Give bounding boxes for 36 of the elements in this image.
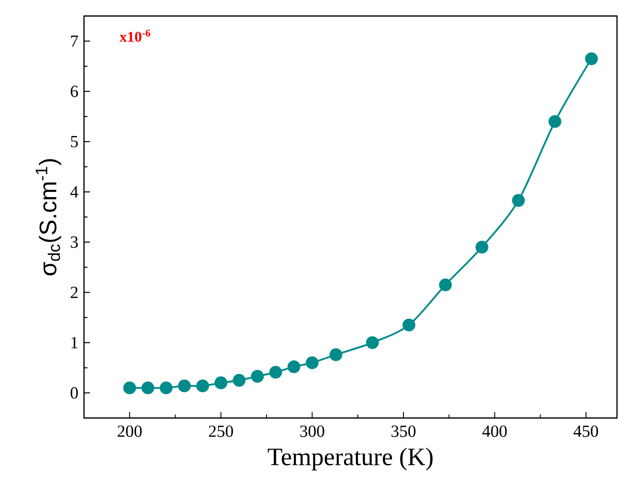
y-axis-title: σ$_{dc}$(S.cm$^{-1}$) — [36, 159, 62, 276]
x-tick-label: 400 — [482, 426, 507, 437]
y-tick-label: 0 — [70, 387, 78, 399]
y-tick-label: 3 — [70, 236, 78, 248]
x-tick-label: 300 — [300, 426, 324, 437]
y-tick-label: 4 — [70, 186, 78, 198]
y-tick-label: 7 — [71, 36, 78, 47]
point — [439, 278, 452, 292]
x-tick-label: 450 — [574, 426, 598, 437]
point — [585, 52, 598, 66]
x-tick-label: 350 — [392, 426, 416, 437]
y-tick-label: 5 — [70, 136, 78, 148]
point — [476, 240, 488, 254]
point — [214, 376, 228, 390]
point — [548, 115, 562, 128]
point — [196, 379, 210, 392]
point — [366, 336, 379, 350]
point — [512, 194, 525, 207]
annotation: x10$^{-6}$ — [120, 30, 150, 42]
point — [178, 379, 191, 392]
y-tick-label: 1 — [71, 337, 78, 348]
x-tick-label: 200 — [118, 426, 142, 437]
point — [306, 356, 319, 370]
point — [160, 381, 173, 394]
point — [269, 366, 282, 379]
point — [251, 370, 264, 383]
point — [402, 318, 416, 332]
x-tick-label: 250 — [208, 426, 233, 437]
x-axis-title: Temperature (K) — [268, 448, 433, 470]
y-tick-label: 2 — [70, 286, 78, 298]
point — [288, 360, 300, 374]
point — [232, 374, 246, 387]
point — [141, 381, 154, 394]
point — [123, 381, 136, 394]
point — [330, 348, 342, 362]
y-tick-label: 6 — [70, 86, 78, 98]
